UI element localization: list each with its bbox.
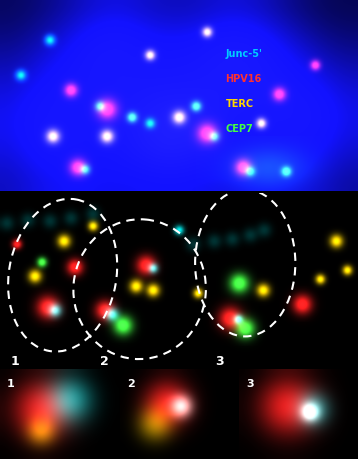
Text: 2: 2 (100, 354, 109, 367)
Text: Junc-5': Junc-5' (226, 49, 262, 59)
Text: HPV16: HPV16 (226, 74, 262, 84)
Text: 1: 1 (7, 378, 15, 388)
Text: 1: 1 (11, 354, 19, 367)
Text: CEP7: CEP7 (226, 124, 253, 134)
Text: TERC: TERC (226, 99, 254, 109)
Text: 3: 3 (246, 378, 254, 388)
Text: 3: 3 (215, 354, 223, 367)
Text: 2: 2 (127, 378, 134, 388)
